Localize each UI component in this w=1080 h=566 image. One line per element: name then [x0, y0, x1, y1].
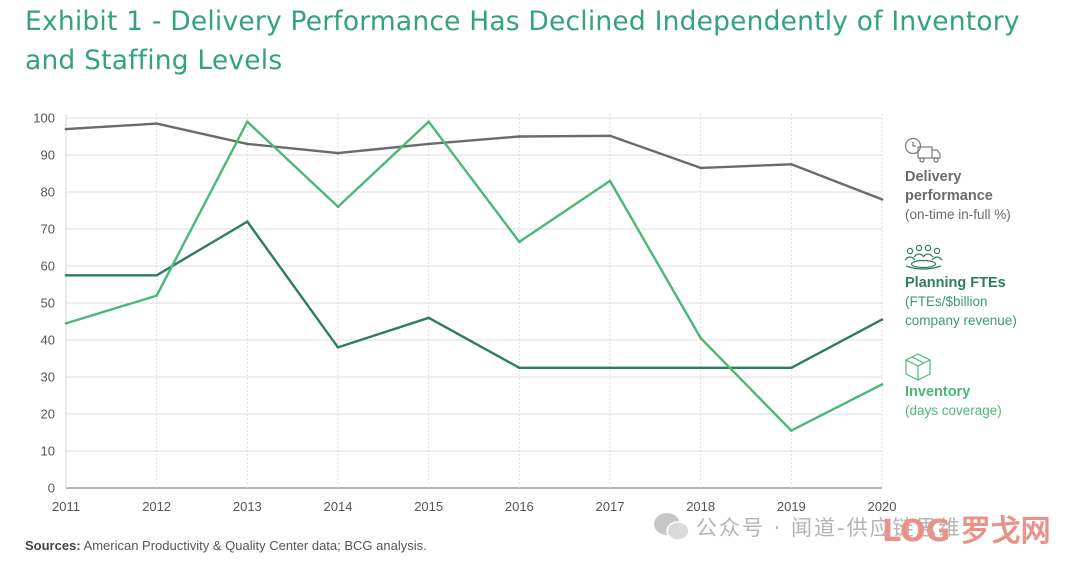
y-tick-label: 10	[41, 444, 55, 459]
series-point	[246, 142, 249, 146]
series-point	[427, 316, 430, 320]
legend-item: Planning FTEs (FTEs/$billion company reven…	[904, 244, 1017, 328]
series-point	[608, 366, 612, 370]
series-point	[880, 318, 884, 321]
watermark: 公众号 · 闻道-供应链思维 LOG 罗戈网	[652, 506, 1072, 549]
legend-item: Inventory (days coverage)	[905, 353, 1002, 418]
delivery-truck-icon	[904, 137, 941, 163]
people-group-icon	[904, 244, 943, 270]
x-tick-label: 2019	[777, 499, 806, 514]
x-tick-label: 2012	[142, 499, 171, 514]
grid-lines	[65, 114, 883, 489]
source-label: Sources:	[25, 538, 81, 553]
series-point	[336, 151, 340, 155]
y-tick-label: 80	[41, 185, 55, 200]
series-point	[427, 142, 430, 146]
legend-subtitle: (FTEs/$billion	[905, 294, 988, 309]
legend-title: Delivery	[905, 169, 961, 185]
x-tick-label: 2017	[596, 499, 625, 514]
source-note: Sources: American Productivity & Quality…	[25, 538, 427, 553]
series-point	[790, 429, 793, 432]
legend-item: Delivery performance (on-time in-full %)	[904, 137, 1011, 222]
series-point	[155, 294, 158, 297]
x-tick-label: 2020	[868, 499, 897, 514]
series-point	[64, 273, 68, 277]
series-point	[699, 366, 702, 370]
chart-title: Exhibit 1 - Delivery Performance Has Dec…	[25, 6, 1020, 76]
series-point	[699, 166, 702, 170]
y-tick-label: 50	[41, 296, 55, 311]
wechat-icon	[654, 513, 690, 541]
series-point	[518, 135, 521, 138]
series-point	[336, 346, 340, 349]
series-point	[608, 179, 612, 183]
x-tick-label: 2014	[324, 499, 353, 514]
y-tick-label: 40	[41, 333, 55, 348]
x-axis-ticks: 2011 2012 2013 2014 2015 2016 2017 2018 2019 2020	[52, 499, 896, 514]
watermark-logo: LOG 罗戈网	[882, 514, 1051, 549]
x-tick-label: 2015	[414, 499, 443, 514]
y-tick-label: 70	[41, 222, 55, 237]
y-tick-label: 20	[41, 407, 55, 422]
series-line-1	[66, 220, 883, 369]
series-line-0	[65, 122, 883, 201]
series-point	[518, 366, 521, 370]
series-point	[880, 198, 884, 201]
y-axis-ticks: 0 10 20 30 40 50 60 70 80 90 100	[33, 111, 55, 496]
y-tick-label: 90	[41, 148, 55, 163]
legend-subtitle: (days coverage)	[905, 403, 1002, 418]
source-text: American Productivity & Quality Center d…	[80, 538, 427, 553]
series-point	[246, 220, 249, 223]
series-point	[427, 120, 430, 123]
box-icon	[905, 353, 931, 381]
series-point	[790, 366, 793, 370]
y-tick-label: 30	[41, 370, 55, 385]
series-point	[155, 273, 158, 277]
watermark-text: 公众号 · 闻道-供应链思维	[696, 516, 962, 540]
series-point	[699, 336, 702, 340]
legend-subtitle: company revenue)	[905, 313, 1017, 328]
series-point	[518, 240, 521, 244]
x-tick-label: 2016	[505, 499, 534, 514]
series-point	[64, 322, 68, 325]
x-tick-label: 2011	[52, 499, 80, 514]
series-point	[790, 162, 793, 166]
legend-title: performance	[905, 188, 993, 204]
y-tick-label: 100	[33, 111, 55, 126]
y-tick-label: 0	[48, 481, 55, 496]
series-point	[246, 120, 249, 123]
x-tick-label: 2018	[686, 499, 715, 514]
series-point	[336, 205, 340, 209]
series-point	[155, 122, 158, 125]
legend-subtitle: (on-time in-full %)	[905, 207, 1011, 222]
legend-title: Inventory	[905, 384, 970, 400]
x-tick-label: 2013	[233, 499, 262, 514]
series-lines	[64, 120, 884, 432]
series-point	[64, 127, 68, 131]
y-tick-label: 60	[41, 259, 55, 274]
legend-title: Planning FTEs	[905, 275, 1006, 291]
series-line-2	[65, 120, 883, 432]
series-point	[880, 383, 884, 386]
series-point	[608, 134, 612, 138]
legend: Delivery performance (on-time in-full %) Pl…	[904, 137, 1017, 418]
